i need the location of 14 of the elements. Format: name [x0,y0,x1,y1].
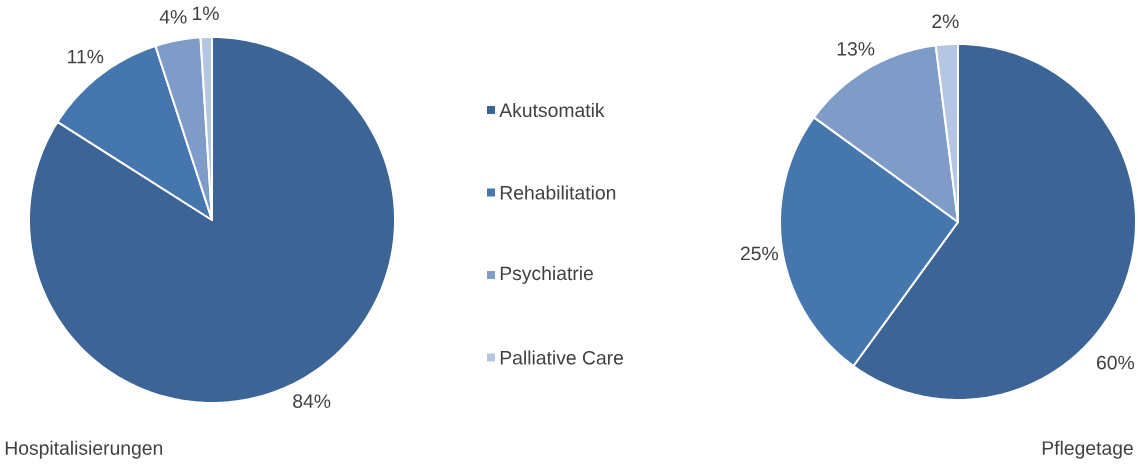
data-label: 25% [740,246,779,261]
data-label: 11% [68,49,104,64]
legend-label: Palliative Care [500,350,624,365]
text: Hospitalisierungen [5,440,163,459]
data-label: 4% [159,10,187,24]
text: Pflegetage [1042,440,1133,459]
legend-label: Akutsomatik [499,102,605,118]
data-label: 1% [193,6,219,21]
data-label: 2% [932,14,959,29]
data-label: 13% [837,42,875,56]
data-label: 84% [293,394,331,409]
legend-label: Psychiatrie [500,265,593,284]
legend-label: Rehabilitation [500,185,616,200]
data-label: 60% [1097,355,1135,370]
